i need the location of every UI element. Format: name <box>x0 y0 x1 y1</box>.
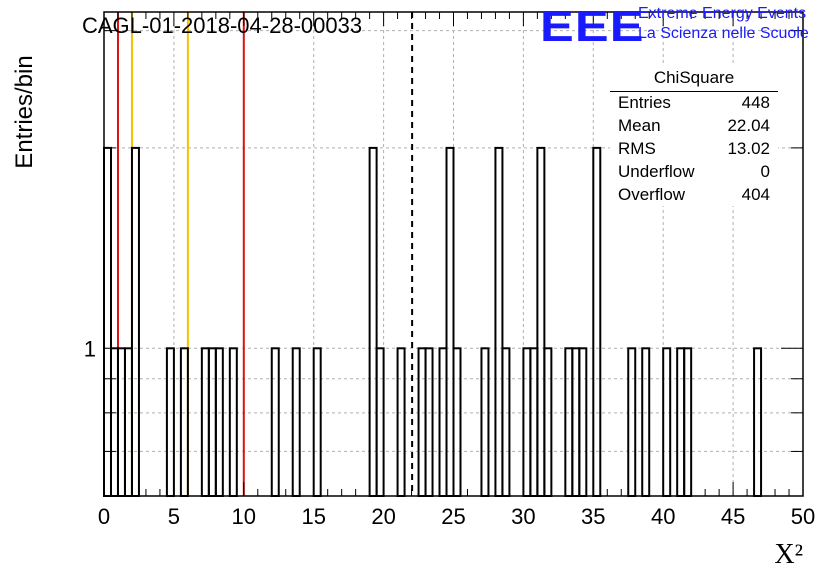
histogram-bin <box>270 347 280 497</box>
histogram-bin <box>214 347 224 497</box>
stats-row-underflow: Underflow 0 <box>618 162 770 184</box>
chart-title: CAGL-01-2018-04-28-00033 <box>82 13 362 38</box>
histogram-bin <box>529 347 539 497</box>
histogram-bin <box>130 146 140 498</box>
histogram-bin <box>753 347 763 497</box>
stats-row-rms: RMS 13.02 <box>618 139 770 161</box>
eee-logo-mark: EEE <box>540 2 645 51</box>
stats-value: 448 <box>741 93 770 112</box>
stats-box: ChiSquare Entries 448 Mean 22.04 RMS 13.… <box>610 66 778 206</box>
reference-lines <box>116 12 414 496</box>
histogram-bin <box>522 347 532 497</box>
stats-label: Mean <box>618 116 661 135</box>
histogram-bin <box>641 347 651 497</box>
histogram-bin <box>543 347 553 497</box>
logo-line-1: Extreme Energy Events <box>638 5 807 22</box>
stats-value: 404 <box>741 185 770 204</box>
y-axis-label: Entries/bin <box>11 55 38 168</box>
histogram-bin <box>592 146 602 498</box>
histogram-bin <box>438 347 448 497</box>
histogram-bin <box>200 347 210 497</box>
x-tick-labels: 0 5 10 15 20 25 30 35 40 45 50 <box>98 504 815 529</box>
histogram-bin <box>375 347 385 497</box>
stats-row-mean: Mean 22.04 <box>618 116 770 138</box>
histogram-bin <box>494 146 504 498</box>
histogram-bin <box>452 347 462 497</box>
histogram-bin <box>179 347 189 497</box>
histogram-bin <box>109 347 119 497</box>
stats-row-entries: Entries 448 <box>618 93 770 115</box>
stats-value: 13.02 <box>727 139 770 158</box>
stats-divider <box>610 91 778 92</box>
histogram-bin <box>445 146 455 498</box>
histogram-bin <box>228 347 238 497</box>
x-tick-label: 20 <box>371 504 395 529</box>
x-tick-label: 40 <box>651 504 675 529</box>
x-tick-label: 0 <box>98 504 110 529</box>
histogram-bin <box>501 347 511 497</box>
histogram-bin <box>207 347 217 497</box>
stats-label: Underflow <box>618 162 695 181</box>
stats-label: Entries <box>618 93 671 112</box>
histogram-bin <box>536 146 546 498</box>
stats-row-overflow: Overflow 404 <box>618 185 770 207</box>
stats-value: 0 <box>760 162 770 181</box>
histogram-bin <box>116 347 126 497</box>
histogram-bin <box>578 347 588 497</box>
histogram-bin <box>627 347 637 497</box>
y-tick-label: 1 <box>84 336 96 361</box>
x-tick-label: 30 <box>511 504 535 529</box>
histogram-bin <box>683 347 693 497</box>
histogram-bin <box>165 347 175 497</box>
histogram-bin <box>123 347 133 497</box>
histogram-bin <box>676 347 686 497</box>
logo-line-2: La Scienza nelle Scuole <box>638 25 809 42</box>
x-tick-label: 35 <box>581 504 605 529</box>
histogram-bin <box>312 347 322 497</box>
stats-label: Overflow <box>618 185 686 204</box>
x-tick-label: 45 <box>721 504 745 529</box>
stats-value: 22.04 <box>727 116 770 135</box>
x-tick-label: 25 <box>441 504 465 529</box>
histogram-bin <box>424 347 434 497</box>
x-tick-label: 15 <box>301 504 325 529</box>
histogram-bin <box>480 347 490 497</box>
x-tick-label: 10 <box>232 504 256 529</box>
x-axis-label: X² <box>774 539 803 570</box>
histogram-bin <box>564 347 574 497</box>
x-tick-label: 5 <box>168 504 180 529</box>
histogram-bin <box>417 347 427 497</box>
histogram-bin <box>571 347 581 497</box>
histogram-bin <box>291 347 301 497</box>
stats-title: ChiSquare <box>653 68 735 87</box>
histogram-bin <box>103 146 112 498</box>
axis-ticks <box>103 12 804 496</box>
stats-label: RMS <box>618 139 656 158</box>
histogram-bin <box>662 347 672 497</box>
y-tick-labels: 1 <box>84 336 96 361</box>
histogram-bin <box>368 146 378 498</box>
x-tick-label: 50 <box>791 504 815 529</box>
histogram-bin <box>396 347 406 497</box>
